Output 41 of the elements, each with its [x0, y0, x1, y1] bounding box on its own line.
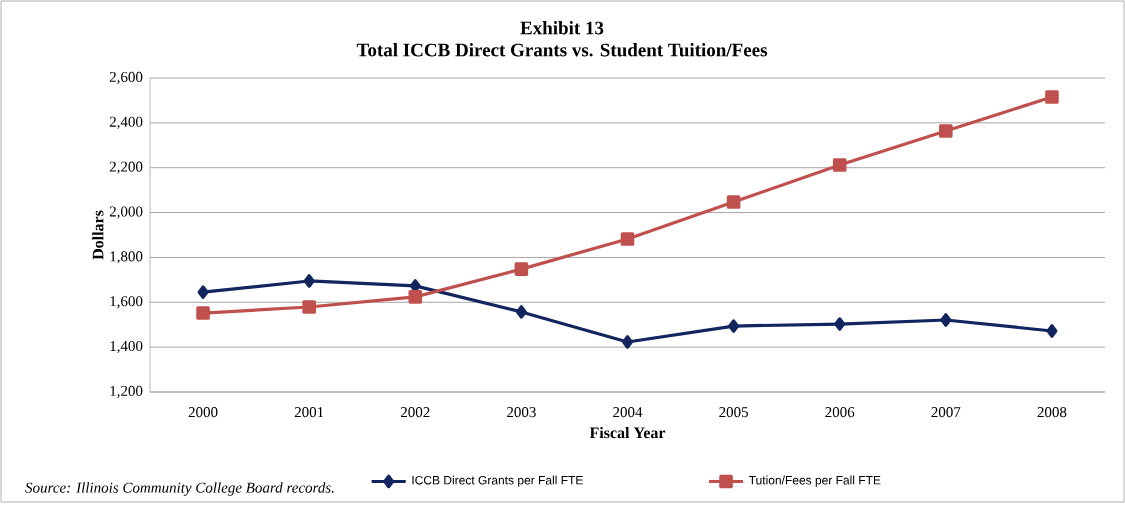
point	[620, 232, 635, 246]
legend-label: Tution/Fees per Fall FTE	[749, 475, 881, 487]
x-tick-label: 2003	[507, 407, 536, 418]
point	[303, 274, 315, 288]
x-tick-label: 2001	[294, 407, 324, 418]
point	[940, 313, 952, 327]
point	[1046, 324, 1058, 338]
y-tick-label: 2,600	[109, 71, 143, 85]
x-tick-label: 2005	[719, 407, 748, 418]
chart-subtitle: Total ICCB Direct Grants vs. Student Tuition/Fees	[356, 43, 768, 57]
x-tick-label: 2007	[931, 407, 961, 418]
source-note: Source: Illinois Community College Board records.	[25, 482, 334, 496]
point	[728, 319, 740, 333]
x-tick-label: 2000	[188, 407, 218, 418]
x-tick-label: 2006	[825, 407, 855, 418]
y-tick-label: 2,000	[109, 206, 143, 219]
point	[197, 285, 209, 299]
chart-title: Exhibit 13	[520, 21, 604, 35]
point	[726, 195, 741, 209]
point	[196, 306, 210, 320]
point	[514, 262, 529, 276]
point	[832, 158, 847, 172]
point	[515, 305, 527, 319]
y-tick-label: 2,200	[109, 161, 143, 174]
x-tick-label: 2002	[400, 407, 430, 418]
legend-label: ICCB Direct Grants per Fall FTE	[412, 475, 583, 487]
point	[302, 300, 316, 314]
x-tick-label: 2004	[613, 407, 643, 418]
point	[834, 317, 846, 331]
y-tick-label: 1,200	[110, 385, 143, 399]
x-tick-label: 2008	[1037, 407, 1067, 418]
y-axis-title: Dollars	[92, 210, 104, 260]
point	[939, 124, 953, 138]
y-tick-label: 2,400	[109, 116, 143, 130]
point	[408, 290, 423, 304]
point	[1045, 90, 1059, 104]
y-tick-label: 1,800	[110, 251, 143, 264]
y-tick-label: 1,600	[110, 296, 143, 309]
point	[622, 335, 633, 349]
y-tick-label: 1,400	[110, 340, 143, 354]
x-axis-title: Fiscal Year	[589, 426, 666, 439]
